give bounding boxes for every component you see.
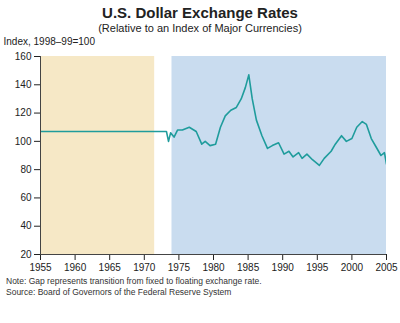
svg-text:80: 80 <box>20 164 32 175</box>
svg-text:1980: 1980 <box>202 262 225 273</box>
svg-text:1985: 1985 <box>237 262 260 273</box>
svg-text:Index, 1998–99=100: Index, 1998–99=100 <box>4 36 96 47</box>
svg-text:2005: 2005 <box>375 262 398 273</box>
svg-text:1970: 1970 <box>133 262 156 273</box>
svg-text:160: 160 <box>15 51 32 62</box>
html-text:Note: Gap represents transitio: Note: Gap represents transition from fix… <box>6 276 262 286</box>
svg-text:1990: 1990 <box>272 262 295 273</box>
svg-text:20: 20 <box>20 249 32 260</box>
svg-text:1975: 1975 <box>168 262 191 273</box>
svg-text:120: 120 <box>15 107 32 118</box>
svg-text:40: 40 <box>20 220 32 231</box>
html-text:(Relative to an Index of Major: (Relative to an Index of Major Currencie… <box>98 22 302 34</box>
svg-text:60: 60 <box>20 192 32 203</box>
svg-text:1960: 1960 <box>64 262 87 273</box>
svg-text:140: 140 <box>15 79 32 90</box>
svg-text:1965: 1965 <box>99 262 122 273</box>
svg-text:100: 100 <box>15 136 32 147</box>
html-text:Source: Board of Governors of: Source: Board of Governors of the Federa… <box>6 287 232 297</box>
svg-text:1955: 1955 <box>29 262 52 273</box>
svg-text:1995: 1995 <box>306 262 329 273</box>
html-text:U.S. Dollar Exchange Rates: U.S. Dollar Exchange Rates <box>102 4 298 21</box>
svg-text:2000: 2000 <box>341 262 364 273</box>
